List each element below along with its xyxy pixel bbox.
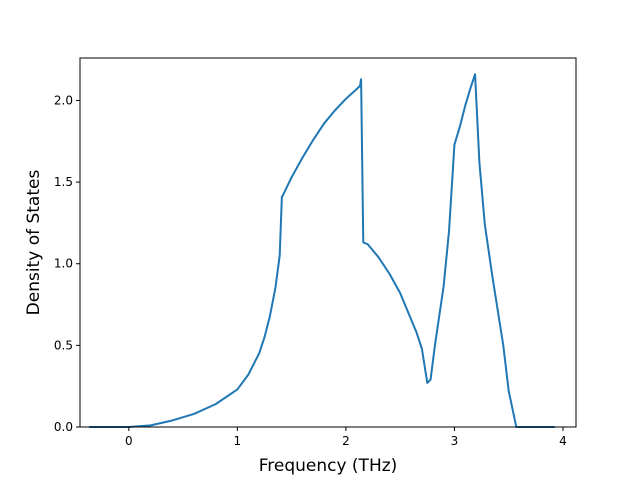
x-tick-label: 0	[125, 434, 133, 448]
y-tick-label: 0.0	[54, 420, 73, 434]
x-tick-label: 1	[234, 434, 242, 448]
x-tick-label: 4	[559, 434, 567, 448]
x-tick-label: 2	[342, 434, 350, 448]
y-tick-label: 1.0	[54, 257, 73, 271]
y-tick-label: 0.5	[54, 338, 73, 352]
x-tick-label: 3	[451, 434, 459, 448]
y-axis-label: Density of States	[24, 170, 44, 316]
axes-layer: 0 1 2 3 4 0.0 0.5 1.0 1.5 2.0	[54, 57, 577, 448]
series-line-0	[88, 73, 556, 428]
data-layer	[88, 73, 556, 428]
axes-frame	[79, 57, 577, 428]
x-axis-label: Frequency (THz)	[259, 456, 398, 476]
y-tick-label: 1.5	[54, 175, 73, 189]
plot-area	[80, 58, 576, 427]
y-tick-label: 2.0	[54, 93, 73, 107]
